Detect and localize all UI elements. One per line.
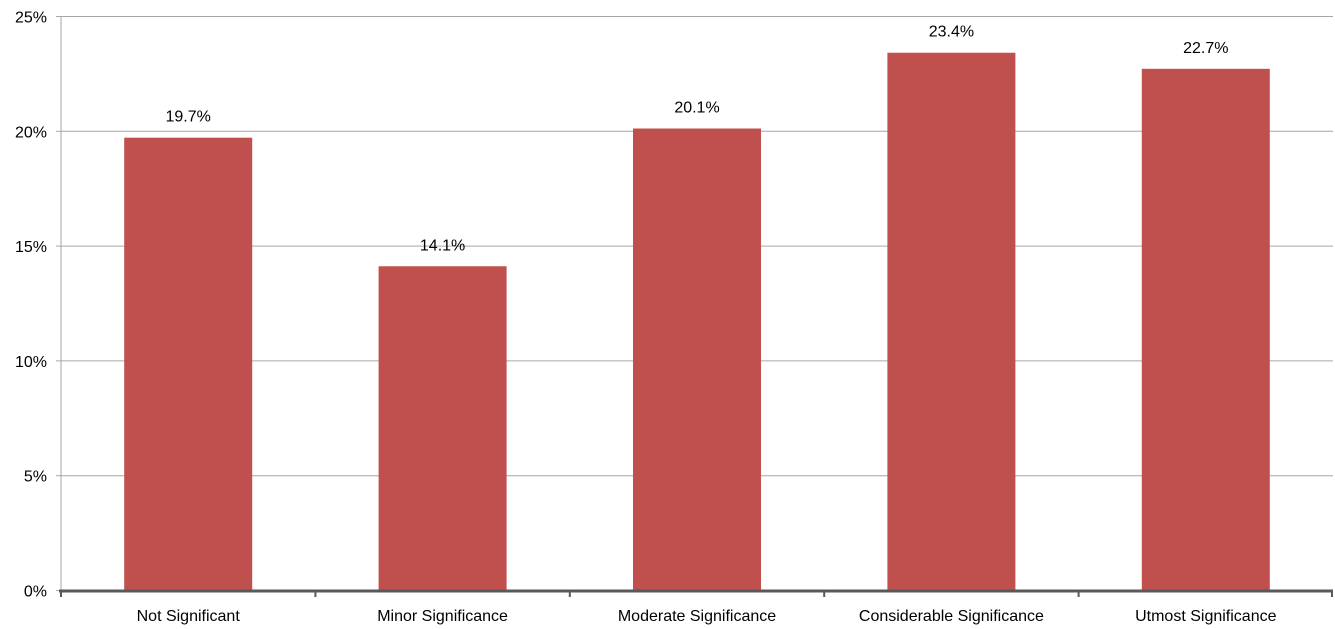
y-tick-label: 0%	[24, 584, 47, 601]
y-tick-label: 15%	[15, 239, 47, 256]
bar	[1141, 68, 1270, 591]
x-category-label: Not Significant	[137, 608, 241, 625]
y-tick-label: 20%	[15, 124, 47, 141]
x-axis	[59, 589, 1333, 597]
data-label: 14.1%	[420, 237, 465, 254]
y-tick-label: 25%	[15, 10, 47, 27]
bar	[887, 52, 1016, 590]
y-tick-label: 5%	[24, 469, 47, 486]
x-axis-category-labels: Not Significant Minor Significance Moderat…	[137, 608, 1277, 625]
x-category-label: Minor Significance	[377, 608, 508, 625]
data-label: 19.7%	[166, 109, 211, 126]
x-category-label: Utmost Significance	[1135, 608, 1276, 625]
bar	[124, 137, 253, 591]
bar	[378, 266, 507, 590]
x-category-label: Moderate Significance	[618, 608, 776, 625]
data-label: 22.7%	[1183, 40, 1228, 57]
y-axis-tick-labels: 0% 5% 10% 15% 20% 25%	[15, 10, 47, 601]
x-category-label: Considerable Significance	[859, 608, 1044, 625]
data-label: 23.4%	[929, 24, 974, 41]
data-labels: 19.7% 14.1% 20.1% 23.4% 22.7%	[166, 24, 1229, 255]
bar	[633, 128, 761, 590]
y-tick-label: 10%	[15, 354, 47, 371]
bars	[124, 52, 1270, 591]
data-label: 20.1%	[674, 100, 719, 117]
